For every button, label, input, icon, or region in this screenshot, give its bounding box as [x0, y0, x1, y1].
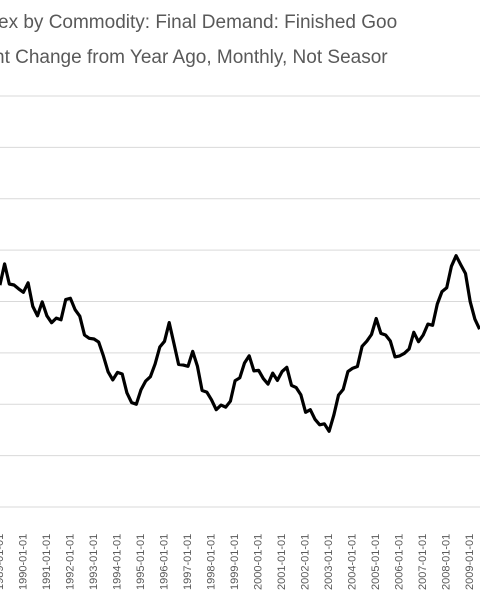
x-tick-label: 1997-01-01: [182, 534, 194, 590]
x-tick-label: 1999-01-01: [229, 534, 241, 590]
x-tick-label: 1994-01-01: [111, 534, 123, 590]
x-tick-label: 2009-01-01: [464, 534, 476, 590]
x-tick-label: 2007-01-01: [417, 534, 429, 590]
series-line: [0, 254, 480, 433]
x-tick-label: 2002-01-01: [300, 534, 312, 590]
x-tick-label: 1996-01-01: [159, 534, 171, 590]
chart-title: ex by Commodity: Final Demand: Finished …: [0, 0, 480, 90]
series-layer: [0, 254, 480, 433]
x-tick-label: 2001-01-01: [276, 534, 288, 590]
x-tick-label: 1990-01-01: [17, 534, 29, 590]
chart-title-line-1: ex by Commodity: Final Demand: Finished …: [0, 12, 398, 33]
x-tick-label: 1992-01-01: [64, 534, 76, 590]
gridlines: [0, 95, 480, 508]
x-tick-label: 1993-01-01: [88, 534, 100, 590]
x-tick-label: 2003-01-01: [323, 534, 335, 590]
x-tick-label: 1995-01-01: [135, 534, 147, 590]
chart-title-line-2: nt Change from Year Ago, Monthly, Not Se…: [0, 47, 388, 68]
x-tick-label: 2004-01-01: [347, 534, 359, 590]
x-axis-tick-labels: 1989-01-01 1990-01-01 1991-01-01 1992-01-01…: [0, 534, 476, 590]
x-tick-label: 1989-01-01: [0, 534, 6, 590]
x-tick-label: 2006-01-01: [394, 534, 406, 590]
x-tick-label: 2000-01-01: [253, 534, 265, 590]
x-tick-label: 2008-01-01: [441, 534, 453, 590]
x-tick-label: 2005-01-01: [370, 534, 382, 590]
x-tick-label: 1998-01-01: [206, 534, 218, 590]
x-tick-label: 1991-01-01: [41, 534, 53, 590]
